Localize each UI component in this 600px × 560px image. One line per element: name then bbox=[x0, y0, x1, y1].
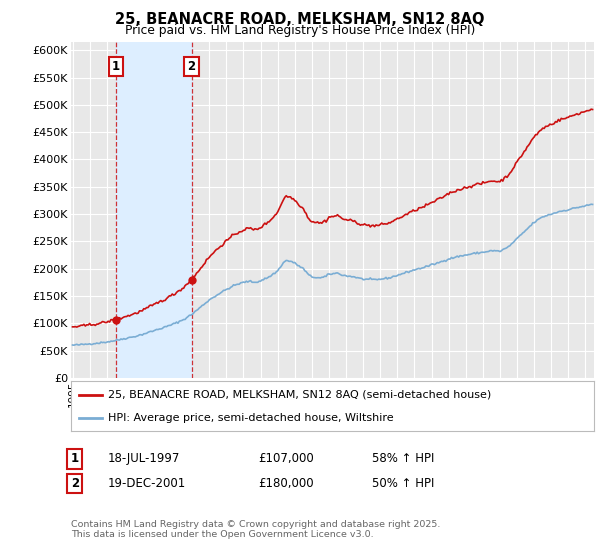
Text: 58% ↑ HPI: 58% ↑ HPI bbox=[372, 452, 434, 465]
Text: 25, BEANACRE ROAD, MELKSHAM, SN12 8AQ: 25, BEANACRE ROAD, MELKSHAM, SN12 8AQ bbox=[115, 12, 485, 27]
Text: Contains HM Land Registry data © Crown copyright and database right 2025.
This d: Contains HM Land Registry data © Crown c… bbox=[71, 520, 440, 539]
Bar bbox=[116, 42, 191, 378]
Text: 1: 1 bbox=[71, 452, 79, 465]
Text: 1: 1 bbox=[112, 60, 120, 73]
Text: 2: 2 bbox=[71, 477, 79, 490]
Text: 25, BEANACRE ROAD, MELKSHAM, SN12 8AQ (semi-detached house): 25, BEANACRE ROAD, MELKSHAM, SN12 8AQ (s… bbox=[109, 390, 492, 400]
Text: HPI: Average price, semi-detached house, Wiltshire: HPI: Average price, semi-detached house,… bbox=[109, 413, 394, 423]
Text: 18-JUL-1997: 18-JUL-1997 bbox=[108, 452, 181, 465]
Text: 2: 2 bbox=[187, 60, 196, 73]
Text: £180,000: £180,000 bbox=[258, 477, 314, 490]
Text: 50% ↑ HPI: 50% ↑ HPI bbox=[372, 477, 434, 490]
Text: Price paid vs. HM Land Registry's House Price Index (HPI): Price paid vs. HM Land Registry's House … bbox=[125, 24, 475, 37]
Text: £107,000: £107,000 bbox=[258, 452, 314, 465]
Text: 19-DEC-2001: 19-DEC-2001 bbox=[108, 477, 186, 490]
